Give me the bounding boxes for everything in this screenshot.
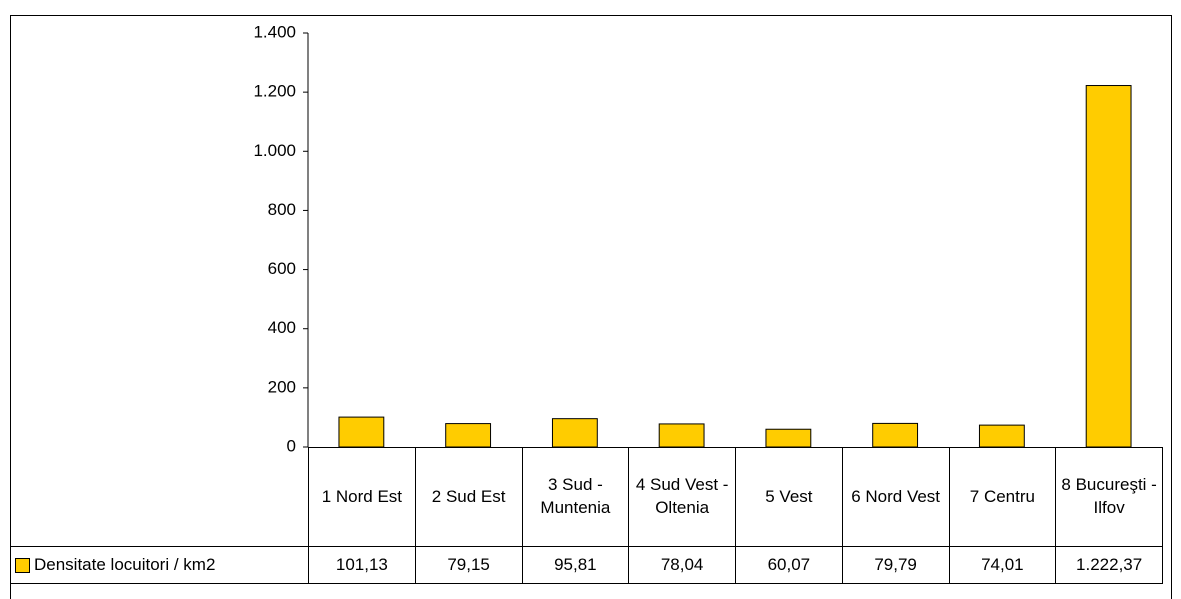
y-tick-label: 1.400 [253,22,296,41]
category-cell: 7 Centru [948,447,1057,547]
value-label: 79,79 [841,546,950,584]
bar [872,422,919,448]
legend-key [15,557,30,573]
bar [551,418,598,448]
value-label: 78,04 [628,546,736,584]
value-label: 79,15 [414,546,523,584]
category-cell: 8 Bucureşti - Ilfov [1055,447,1163,547]
value-label: 74,01 [948,546,1057,584]
y-tick-label: 0 [287,436,296,455]
category-cell: 3 Sud - Muntenia [521,447,630,547]
bar [1085,85,1132,448]
legend-cell: Densitate locuitori / km2 [10,546,309,584]
value-label: 95,81 [521,546,630,584]
category-cell: 6 Nord Vest [841,447,950,547]
category-cell: 5 Vest [735,447,843,547]
bar [978,424,1025,448]
bar [658,423,705,448]
value-label: 1.222,37 [1055,546,1163,584]
value-label: 60,07 [735,546,843,584]
value-label: 101,13 [308,546,416,584]
category-cell: 4 Sud Vest - Oltenia [628,447,736,547]
y-tick-label: 1.000 [253,141,296,160]
bar [445,423,492,448]
category-cell: 2 Sud Est [414,447,523,547]
legend-label: Densitate locuitori / km2 [34,554,216,574]
y-tick-label: 200 [268,377,296,396]
chart-frame [10,15,1172,599]
y-tick-label: 600 [268,259,296,278]
y-tick-label: 800 [268,200,296,219]
bar [765,428,812,448]
bar [338,416,385,448]
y-tick-label: 400 [268,318,296,337]
category-cell: 1 Nord Est [308,447,416,547]
y-tick-label: 1.200 [253,82,296,101]
